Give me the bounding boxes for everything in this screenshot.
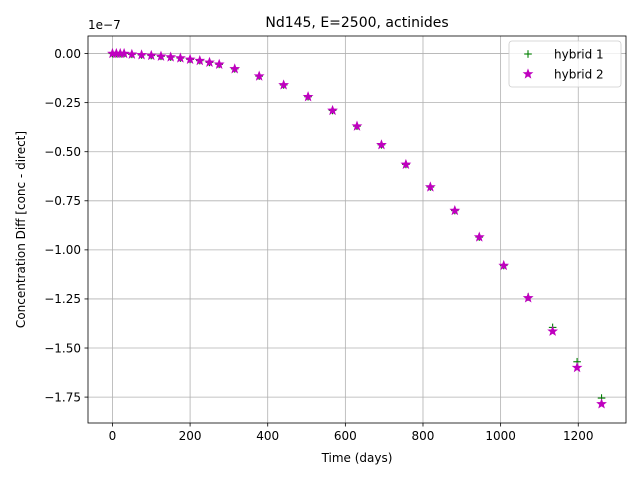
x-tick-label: 400 [256, 429, 279, 443]
x-tick-label: 200 [179, 429, 202, 443]
x-tick-label: 0 [109, 429, 117, 443]
data-point [302, 91, 314, 102]
series-2 [107, 47, 607, 409]
data-point [571, 361, 583, 373]
y-tick-label: −0.50 [44, 145, 81, 159]
data-point [155, 50, 167, 61]
y-tick-label: −1.25 [44, 292, 81, 306]
data-point [596, 398, 607, 409]
data-point [449, 204, 461, 216]
data-point [204, 56, 215, 67]
chart-title: Nd145, E=2500, actinides [265, 15, 448, 31]
legend-box [508, 40, 622, 88]
data-point [473, 231, 485, 242]
y-tick-label: −1.75 [44, 390, 81, 404]
data-point [145, 49, 157, 61]
data-point [327, 104, 338, 116]
y-tick-label: −0.25 [44, 96, 81, 110]
data-point [351, 120, 363, 131]
x-tick-label: 800 [412, 429, 435, 443]
data-point [194, 54, 206, 66]
data-point [175, 52, 186, 63]
y-tick-label: −1.50 [44, 341, 81, 355]
data-point [278, 79, 290, 90]
data-point [165, 51, 177, 62]
axis-ticks: 0 200 400 600 800 1000 1200 0.00 −0.25 −0.50 −0.75… [44, 47, 593, 443]
data-point [118, 47, 130, 59]
data-point [376, 139, 387, 150]
plot-frame [87, 35, 627, 424]
legend-marker [522, 68, 534, 79]
data-series [107, 47, 607, 409]
y-tick-label: −0.75 [44, 194, 81, 208]
data-point [184, 53, 196, 65]
data-point [498, 259, 510, 271]
data-point [400, 158, 412, 170]
grid [88, 36, 626, 423]
data-point [126, 48, 138, 59]
y-axis-label: Concentration Diff [conc - direct] [14, 131, 28, 328]
data-point [522, 292, 534, 303]
legend-label: hybrid 2 [554, 67, 604, 81]
data-point [136, 49, 147, 60]
x-axis-label: Time (days) [321, 451, 393, 465]
legend-label: hybrid 1 [554, 47, 604, 61]
data-point [253, 70, 265, 81]
y-tick-label: 0.00 [54, 47, 81, 61]
x-tick-label: 1200 [563, 429, 594, 443]
data-point [229, 63, 241, 74]
data-point [547, 325, 559, 336]
y-tick-label: −1.00 [44, 243, 81, 257]
y-axis-offset-text: 1e−7 [88, 18, 121, 32]
data-point [424, 181, 436, 192]
legend: hybrid 1 hybrid 2 [508, 40, 622, 88]
legend-marker [524, 50, 532, 58]
x-tick-label: 600 [334, 429, 357, 443]
x-tick-label: 1000 [485, 429, 516, 443]
data-point [213, 58, 225, 69]
